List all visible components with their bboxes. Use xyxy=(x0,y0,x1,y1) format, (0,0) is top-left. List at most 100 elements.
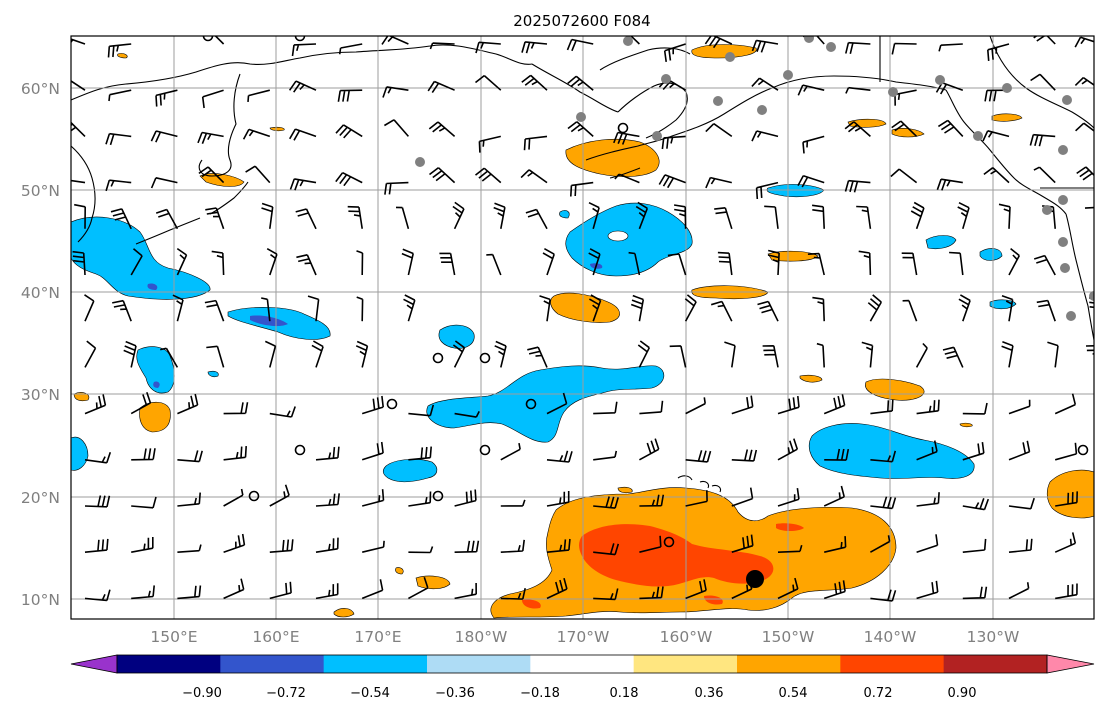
wind-barb xyxy=(356,296,364,322)
wind-barb xyxy=(777,438,799,461)
lon-label: 170°E xyxy=(354,628,401,646)
wind-barb xyxy=(856,205,872,229)
wind-barb xyxy=(861,341,874,368)
wind-barb xyxy=(982,130,1010,142)
wind-barb xyxy=(382,86,409,98)
wind-barb xyxy=(669,345,687,368)
wind-barb xyxy=(123,340,137,368)
wind-barb xyxy=(177,492,201,507)
wind-barb xyxy=(84,294,95,322)
wind-barb xyxy=(777,396,800,415)
wind-barb xyxy=(289,128,317,141)
wind-barb xyxy=(661,135,686,150)
wind-barb xyxy=(705,176,732,189)
colorbar-segment xyxy=(633,655,738,673)
wind-barb xyxy=(731,534,754,553)
wind-barb xyxy=(755,181,779,200)
wind-barb xyxy=(500,442,521,461)
wind-barb xyxy=(486,253,502,276)
wind-barb xyxy=(408,577,429,600)
wind-barb xyxy=(242,128,271,140)
station-markers xyxy=(415,36,1094,321)
wind-barb xyxy=(916,440,938,461)
wind-barb xyxy=(714,207,733,230)
wind-barb xyxy=(500,499,526,507)
wind-barb xyxy=(307,295,320,322)
wind-barb xyxy=(845,86,871,94)
colorbar-tick-label: 0.90 xyxy=(948,686,977,701)
colorbar-segment xyxy=(530,655,635,673)
lat-label: 40°N xyxy=(21,284,60,302)
wind-barb xyxy=(1001,294,1014,322)
wind-barb xyxy=(949,251,964,276)
wind-barb xyxy=(593,588,619,601)
wind-barb xyxy=(858,250,872,276)
wind-barb xyxy=(223,446,247,461)
wind-barb xyxy=(845,41,871,54)
wind-barb xyxy=(639,494,665,507)
wind-barb xyxy=(1033,166,1056,184)
wind-barb xyxy=(710,300,733,322)
wind-barb xyxy=(454,489,477,507)
wind-barb xyxy=(1036,299,1056,322)
wind-barb xyxy=(311,340,324,368)
wind-barb xyxy=(361,441,384,461)
wind-barb xyxy=(566,38,594,52)
wind-barb xyxy=(71,179,86,184)
colorbar xyxy=(70,654,1095,674)
wind-barb xyxy=(936,178,963,191)
wind-barb xyxy=(401,248,414,276)
wind-barb xyxy=(663,43,686,63)
wind-barb xyxy=(546,538,571,553)
wind-barb xyxy=(957,201,970,230)
wind-barb xyxy=(614,173,640,184)
colorbar-extend-max xyxy=(1046,654,1095,674)
wind-barb xyxy=(567,75,594,91)
wind-barb xyxy=(223,533,246,553)
wind-barb xyxy=(261,297,271,322)
wind-barb xyxy=(429,42,455,50)
wind-barb xyxy=(361,579,384,600)
wind-barb xyxy=(223,402,249,415)
wind-barb xyxy=(295,208,317,230)
wind-barb xyxy=(685,490,708,507)
wind-barb xyxy=(361,489,385,507)
wind-barb xyxy=(84,451,112,464)
wind-barb xyxy=(427,80,455,94)
wind-barb xyxy=(844,121,871,137)
wind-barb xyxy=(1033,254,1056,276)
wind-barb xyxy=(870,535,891,553)
wind-barb xyxy=(264,340,277,368)
wind-barb xyxy=(71,38,86,45)
wind-barb xyxy=(1055,583,1078,600)
wind-barb xyxy=(521,41,548,54)
wind-barb xyxy=(962,498,990,511)
wind-barb xyxy=(289,178,317,191)
wind-barb xyxy=(395,206,410,230)
wind-barb xyxy=(613,131,640,145)
wind-barb xyxy=(355,340,369,368)
wind-barb xyxy=(1030,73,1056,91)
wind-barb xyxy=(1101,581,1105,598)
wind-barb xyxy=(891,120,918,137)
wind-barb xyxy=(266,248,278,276)
lat-label: 50°N xyxy=(21,182,60,200)
wind-barb xyxy=(751,77,779,91)
wind-barb xyxy=(891,42,917,55)
wind-barb xyxy=(962,538,987,553)
wind-barb xyxy=(811,204,825,229)
wind-barb xyxy=(704,36,733,49)
colorbar-tick-label: −0.90 xyxy=(182,686,222,701)
wind-barb xyxy=(1008,582,1030,600)
wind-barb xyxy=(1074,36,1094,48)
wind-barb xyxy=(767,249,780,276)
wind-barb xyxy=(812,296,825,322)
wind-barb xyxy=(777,487,800,507)
wind-barb xyxy=(902,299,918,322)
wind-barb xyxy=(870,399,894,415)
wind-barb xyxy=(1055,491,1078,507)
wind-barb xyxy=(1008,399,1031,415)
wind-barb xyxy=(112,299,132,322)
wind-barb xyxy=(593,450,618,461)
wind-barb xyxy=(478,135,501,153)
